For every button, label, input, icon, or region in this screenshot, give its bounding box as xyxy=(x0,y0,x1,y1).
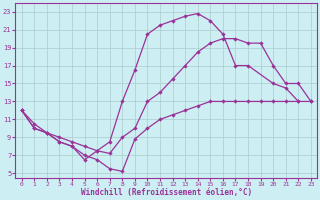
X-axis label: Windchill (Refroidissement éolien,°C): Windchill (Refroidissement éolien,°C) xyxy=(81,188,252,197)
